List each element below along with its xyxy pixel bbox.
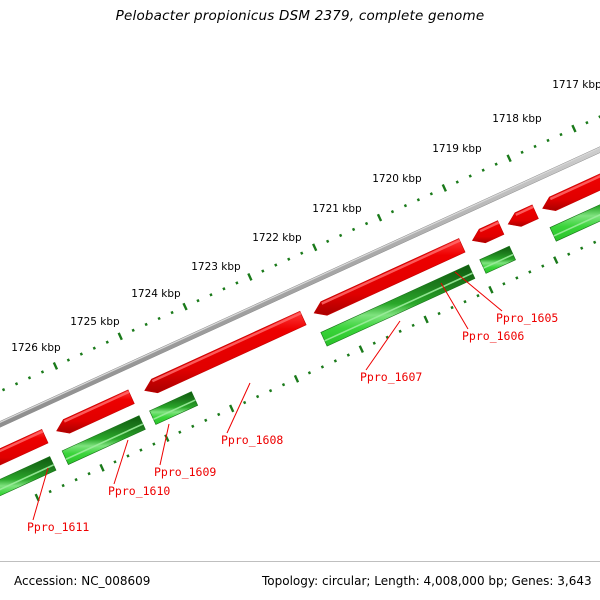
leader-line-Ppro_1610 — [113, 439, 129, 485]
axis-tick-label-3: 1720 kbp — [372, 173, 422, 185]
axis-tick-label-5: 1722 kbp — [252, 232, 302, 244]
leader-line-Ppro_1605 — [454, 271, 503, 312]
reverse-strand-track[interactable] — [0, 175, 600, 504]
gene-label-Ppro_1605[interactable]: Ppro_1605 — [496, 311, 558, 325]
forward-strand-track[interactable] — [0, 149, 600, 468]
gene-label-Ppro_1606[interactable]: Ppro_1606 — [462, 329, 524, 343]
status-bar: Accession: NC_008609 Topology: circular;… — [0, 561, 600, 600]
label-leader-lines — [32, 271, 503, 521]
gene-label-Ppro_1611[interactable]: Ppro_1611 — [27, 520, 89, 534]
axis-tick-label-7: 1724 kbp — [131, 288, 181, 300]
leader-line-Ppro_1607 — [365, 320, 401, 371]
gene-label-Ppro_1607[interactable]: Ppro_1607 — [360, 370, 422, 384]
axis-tick-label-8: 1725 kbp — [70, 316, 120, 328]
page-title: Pelobacter propionicus DSM 2379, complet… — [115, 8, 485, 24]
genome-backbone[interactable] — [0, 144, 600, 431]
leader-line-Ppro_1611 — [32, 467, 49, 521]
axis-tick-label-6: 1723 kbp — [191, 261, 241, 273]
axis-tick-label-1: 1718 kbp — [492, 113, 542, 125]
axis-tick-labels: 1717 kbp 1718 kbp 1719 kbp 1720 kbp 1721 kbp… — [11, 79, 600, 354]
axis-tick-label-2: 1719 kbp — [432, 143, 482, 155]
gene-labels[interactable]: Ppro_1605 Ppro_1606 Ppro_1607 Ppro_1608 Ppro… — [27, 311, 558, 534]
gene-label-Ppro_1610[interactable]: Ppro_1610 — [108, 484, 170, 498]
leader-line-Ppro_1609 — [159, 423, 170, 466]
gene-label-Ppro_1608[interactable]: Ppro_1608 — [221, 433, 283, 447]
axis-ticks-upper — [1, 115, 600, 392]
leader-line-Ppro_1608 — [226, 382, 251, 434]
accession-text: Accession: NC_008609 — [14, 574, 151, 588]
axis-tick-label-0: 1717 kbp — [552, 79, 600, 91]
leader-line-Ppro_1606 — [440, 282, 469, 330]
axis-tick-label-9: 1726 kbp — [11, 342, 61, 354]
gene-label-Ppro_1609[interactable]: Ppro_1609 — [154, 465, 216, 479]
genome-metadata-text: Topology: circular; Length: 4,008,000 bp… — [262, 574, 592, 588]
axis-tick-label-4: 1721 kbp — [312, 203, 362, 215]
